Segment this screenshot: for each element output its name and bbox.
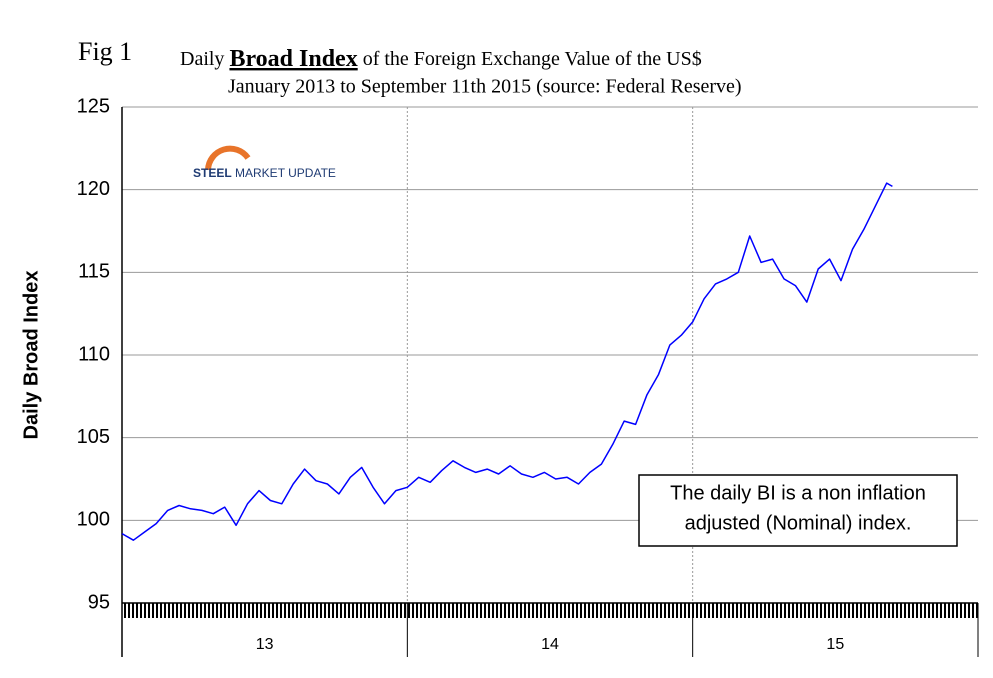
x-tick-label: 14 — [541, 636, 559, 653]
title-part: Broad Index — [229, 46, 357, 72]
y-tick-label: 120 — [77, 178, 110, 200]
logo-word: MARKET UPDATE — [235, 166, 336, 180]
series-line — [121, 182, 893, 541]
logo: STEEL MARKET UPDATE — [193, 145, 336, 180]
x-tick-label: 15 — [826, 636, 844, 653]
annotation-line: The daily BI is a non inflation — [670, 482, 926, 504]
chart-subtitle: January 2013 to September 11th 2015 (sou… — [228, 76, 742, 98]
x-tick-label: 13 — [256, 636, 274, 653]
y-tick-label: 110 — [78, 343, 110, 365]
logo-swoosh — [205, 145, 251, 171]
y-tick-label: 95 — [88, 591, 110, 613]
y-axis-label: Daily Broad Index — [20, 271, 42, 440]
annotation-line: adjusted (Nominal) index. — [685, 512, 912, 534]
logo-text: STEEL MARKET UPDATE — [193, 166, 336, 180]
y-tick-label: 100 — [77, 509, 110, 531]
y-tick-label: 105 — [77, 426, 110, 448]
title-part: Daily — [180, 48, 229, 70]
annotation-box — [638, 474, 958, 547]
title-part: of the Foreign Exchange Value of the US$ — [358, 48, 702, 70]
x-tick-band — [122, 603, 978, 618]
y-tick-label: 115 — [78, 261, 110, 283]
logo-word: STEEL — [193, 166, 232, 180]
chart-title: Daily Broad Index of the Foreign Exchang… — [180, 46, 702, 72]
fig-label: Fig 1 — [78, 37, 132, 66]
y-tick-label: 125 — [77, 95, 110, 117]
